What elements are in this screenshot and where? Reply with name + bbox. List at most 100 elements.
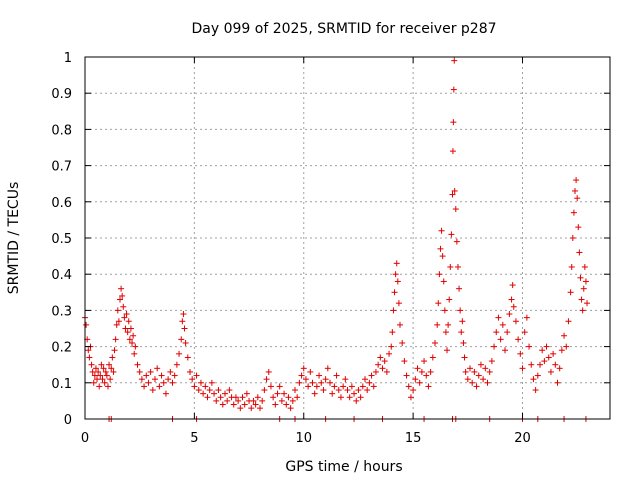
data-point <box>401 358 408 365</box>
data-point <box>267 383 274 390</box>
data-point <box>333 372 340 379</box>
data-point <box>480 376 487 383</box>
data-point <box>101 379 108 386</box>
data-point <box>302 376 309 383</box>
data-point <box>171 372 178 379</box>
data-point <box>383 368 390 375</box>
data-point <box>467 365 473 372</box>
data-point <box>96 383 103 390</box>
data-point <box>132 343 139 350</box>
data-point <box>547 368 554 375</box>
data-point <box>122 325 129 332</box>
data-point <box>294 394 301 401</box>
data-point <box>386 350 393 357</box>
data-point <box>425 383 432 390</box>
data-point <box>197 379 204 386</box>
data-point <box>154 365 161 372</box>
data-point <box>254 394 261 401</box>
data-point <box>110 368 117 375</box>
data-point <box>453 238 460 245</box>
data-point <box>388 343 395 350</box>
data-point <box>473 383 480 390</box>
data-point <box>390 307 397 314</box>
data-point <box>446 296 453 303</box>
data-point <box>99 376 106 383</box>
y-tick-label: 0.9 <box>51 87 72 102</box>
data-point <box>357 394 364 401</box>
data-point <box>252 401 259 408</box>
x-tick-label: 20 <box>514 431 531 446</box>
data-point <box>379 365 386 372</box>
data-point <box>125 318 132 325</box>
data-point <box>512 318 519 325</box>
data-point <box>143 372 150 379</box>
data-point <box>283 401 290 408</box>
data-point <box>482 365 489 372</box>
data-point <box>534 372 541 379</box>
data-point <box>569 235 576 241</box>
data-point <box>399 339 406 346</box>
data-point <box>434 321 441 328</box>
data-point <box>107 376 114 383</box>
data-point <box>545 354 552 361</box>
data-point <box>88 361 95 368</box>
data-point <box>147 368 154 375</box>
data-point <box>187 368 193 375</box>
data-point <box>83 321 90 328</box>
data-point <box>104 383 111 390</box>
data-point <box>248 405 255 412</box>
data-point <box>454 263 461 270</box>
data-point <box>313 383 320 390</box>
data-point <box>263 376 270 383</box>
data-point <box>257 405 263 412</box>
data-point <box>226 387 233 394</box>
data-point <box>292 387 298 394</box>
data-point <box>458 329 465 336</box>
data-point <box>230 401 237 408</box>
data-point <box>86 354 93 361</box>
data-points <box>82 57 591 422</box>
data-point <box>180 311 187 318</box>
data-point <box>337 394 344 401</box>
data-point <box>130 332 137 339</box>
data-point <box>418 368 425 375</box>
data-point <box>582 278 589 285</box>
data-point <box>475 372 482 379</box>
data-point <box>457 307 464 314</box>
data-point <box>464 376 471 383</box>
data-point <box>532 387 539 394</box>
y-tick-label: 0.2 <box>51 341 72 356</box>
data-point <box>348 383 355 390</box>
data-point <box>117 296 123 303</box>
data-point <box>149 387 156 394</box>
data-point <box>397 321 403 328</box>
data-point <box>342 376 349 383</box>
data-point <box>504 329 511 336</box>
data-point <box>261 387 268 394</box>
data-point <box>127 325 134 332</box>
data-point <box>439 253 446 260</box>
data-point <box>114 307 121 314</box>
data-point <box>179 318 186 325</box>
y-tick-label: 0.3 <box>51 304 72 319</box>
data-point <box>502 347 508 354</box>
data-point <box>307 368 314 375</box>
data-point <box>331 383 338 390</box>
data-point <box>530 376 537 383</box>
data-point <box>442 329 449 336</box>
data-point <box>469 379 476 386</box>
data-point <box>202 383 209 390</box>
data-point <box>181 325 188 332</box>
data-point <box>112 336 119 343</box>
data-point <box>217 394 224 401</box>
data-point <box>421 358 428 365</box>
data-point <box>287 405 294 412</box>
data-point <box>359 383 366 390</box>
data-point <box>519 365 526 372</box>
data-point <box>305 383 312 390</box>
data-point <box>412 376 419 383</box>
data-point <box>429 354 436 361</box>
data-point <box>423 372 430 379</box>
data-point <box>265 368 272 375</box>
data-point <box>484 379 491 386</box>
